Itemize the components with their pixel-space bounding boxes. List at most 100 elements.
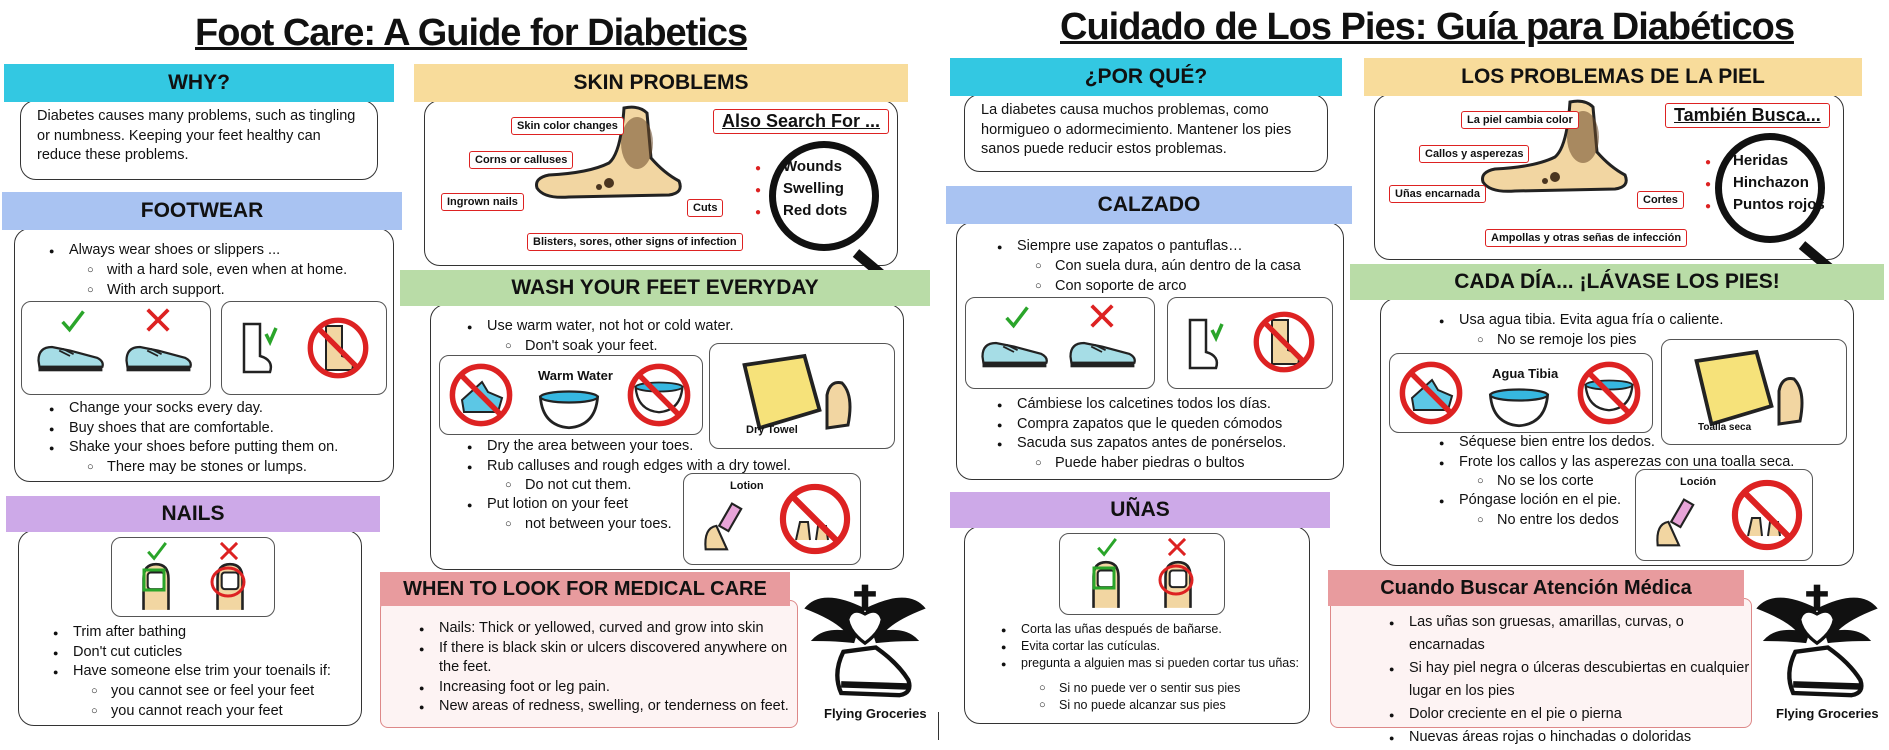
list-item: Séquese bien entre los dedos.	[1439, 433, 1794, 453]
wash-sublist-3-es: No entre los dedos	[1457, 511, 1619, 531]
skin-label-corns: Corns or calluses	[469, 151, 574, 169]
wash-list-2: Dry the area between your toes. Rub call…	[465, 437, 791, 477]
magnifier-icon	[769, 141, 896, 288]
why-panel: Diabetes causes many problems, such as t…	[20, 100, 378, 180]
check-icon	[1004, 304, 1030, 330]
nail-ok-icon	[1084, 558, 1128, 610]
list-item: Don't cut cuticles	[53, 643, 331, 662]
skin-label-blisters: Blisters, sores, other signs of infectio…	[527, 233, 743, 251]
nails-panel: Trim after bathing Don't cut cuticles Ha…	[18, 530, 362, 726]
skin-heading: SKIN PROBLEMS	[414, 64, 908, 102]
medical-heading: WHEN TO LOOK FOR MEDICAL CARE	[380, 572, 790, 606]
no-lotion-between-toes-icon	[1730, 478, 1804, 552]
list-item: Do not cut them.	[505, 476, 631, 496]
list-item: Si hay piel negra o úlceras descubiertas…	[1389, 657, 1761, 703]
nails-sublist: you cannot see or feel your feet you can…	[71, 682, 314, 721]
list-item: Puede haber piedras o bultos	[1035, 454, 1245, 474]
list-item: With arch support.	[87, 281, 347, 301]
center-divider	[938, 712, 939, 740]
page-title-es: Cuidado de Los Pies: Guía para Diabético…	[1060, 6, 1795, 48]
footwear-list-1-es: Siempre use zapatos o pantuflas…	[995, 237, 1243, 257]
skin-label-blisters: Ampollas y otras señas de infección	[1485, 229, 1688, 247]
wash-list-2-es: Séquese bien entre los dedos. Frote los …	[1437, 433, 1794, 473]
dry-towel-label: Toalla seca	[1698, 422, 1752, 433]
footwear-list-1: Always wear shoes or slippers ...	[47, 241, 280, 261]
list-item: If there is black skin or ulcers discove…	[419, 639, 805, 678]
sock-image-es	[1167, 297, 1333, 389]
wash-sublist-3: not between your toes.	[485, 515, 672, 535]
nails-heading-es: UÑAS	[950, 492, 1330, 528]
footwear-heading-es: CALZADO	[946, 186, 1352, 224]
cross-icon	[1088, 302, 1116, 330]
list-item: Buy shoes that are comfortable.	[49, 419, 338, 438]
footwear-sublist-2: There may be stones or lumps.	[67, 458, 307, 478]
list-item: Nails: Thick or yellowed, curved and gro…	[419, 619, 805, 639]
logo-text: Flying Groceries	[824, 706, 927, 721]
wash-sublist-1-es: No se remoje los pies	[1457, 331, 1636, 351]
list-item: No se los corte	[1477, 472, 1594, 492]
check-icon	[146, 540, 168, 562]
nails-sublist-es: Si no puede ver o sentir sus pies Si no …	[1019, 680, 1240, 714]
skin-label-cuts: Cortes	[1637, 191, 1684, 209]
footwear-sublist-1-es: Con suela dura, aún dentro de la casa Co…	[1015, 257, 1301, 296]
nails-image	[111, 537, 275, 617]
list-item: Sacuda sus zapatos antes de ponérselos.	[997, 434, 1286, 454]
towel-image: Dry Towel	[709, 343, 895, 449]
list-item: Si no puede alcanzar sus pies	[1039, 697, 1240, 714]
dry-towel-label: Dry Towel	[746, 424, 798, 436]
wash-list-3-es: Póngase loción en el pie.	[1437, 491, 1621, 511]
no-cold-water-icon	[1398, 360, 1464, 426]
nail-ok-icon	[134, 560, 178, 612]
footwear-list-2-es: Cámbiese los calcetines todos los días. …	[995, 395, 1286, 454]
footwear-list-2: Change your socks every day. Buy shoes t…	[47, 399, 338, 458]
no-barefoot-icon	[1252, 310, 1316, 374]
search-item: Puntos rojos	[1733, 196, 1825, 213]
list-item: not between your toes.	[505, 515, 672, 535]
medical-list-es: Las uñas son gruesas, amarillas, curvas,…	[1387, 611, 1761, 750]
skin-panel-es: La piel cambia color Callos y asperezas …	[1374, 94, 1844, 280]
nails-heading: NAILS	[6, 496, 380, 532]
wash-list-1-es: Usa agua tibia. Evita agua fría o calien…	[1437, 311, 1723, 331]
skin-label-corns: Callos y asperezas	[1419, 145, 1530, 163]
no-hot-water-icon	[626, 362, 692, 428]
why-heading-es: ¿POR QUÉ?	[950, 58, 1342, 96]
skin-label-ingrown: Ingrown nails	[441, 193, 524, 211]
lotion-image-es: Loción	[1635, 469, 1813, 561]
cross-icon	[1166, 536, 1188, 558]
medical-list: Nails: Thick or yellowed, curved and gro…	[417, 619, 805, 717]
lotion-icon	[692, 496, 762, 560]
list-item: Frote los callos y las asperezas con una…	[1439, 453, 1794, 472]
list-item: Compra zapatos que le queden cómodos	[997, 415, 1286, 434]
list-item: Usa agua tibia. Evita agua fría o calien…	[1439, 311, 1723, 331]
footwear-sublist-1: with a hard sole, even when at home. Wit…	[67, 261, 347, 300]
wash-list-3: Put lotion on your feet	[465, 495, 628, 515]
medical-heading-es: Cuando Buscar Atención Médica	[1328, 570, 1744, 606]
search-item: Swelling	[783, 180, 844, 197]
footwear-sublist-2-es: Puede haber piedras o bultos	[1015, 454, 1245, 474]
sock-image	[221, 301, 387, 395]
skin-label-color: Skin color changes	[511, 117, 624, 135]
footwear-heading: FOOTWEAR	[2, 192, 402, 230]
shoe-icon	[1066, 332, 1138, 372]
magnifier-icon	[1715, 133, 1842, 280]
list-item: Dry the area between your toes.	[467, 437, 791, 457]
shoe-icon	[978, 332, 1050, 372]
no-barefoot-icon	[306, 316, 370, 380]
search-item: Heridas	[1733, 152, 1789, 169]
also-search-heading: Also Search For ...	[713, 109, 890, 134]
list-item: Nuevas áreas rojas o hinchadas o dolorid…	[1389, 726, 1761, 750]
lotion-label: Lotion	[730, 480, 764, 492]
list-item: Don't soak your feet.	[505, 337, 657, 357]
sock-icon	[242, 322, 278, 374]
list-item: Dolor creciente en el pie o pierna	[1389, 703, 1761, 727]
list-item: Always wear shoes or slippers ...	[49, 241, 280, 261]
list-item: Siempre use zapatos o pantuflas…	[997, 237, 1243, 257]
lotion-icon	[1644, 492, 1714, 556]
lotion-label: Loción	[1680, 476, 1717, 488]
skin-label-cuts: Cuts	[687, 199, 724, 217]
shoe-icon	[34, 336, 106, 376]
footwear-panel: Always wear shoes or slippers ... with a…	[14, 228, 394, 482]
list-item: with a hard sole, even when at home.	[87, 261, 347, 281]
list-item: Change your socks every day.	[49, 399, 338, 419]
list-item: you cannot reach your feet	[91, 702, 314, 722]
